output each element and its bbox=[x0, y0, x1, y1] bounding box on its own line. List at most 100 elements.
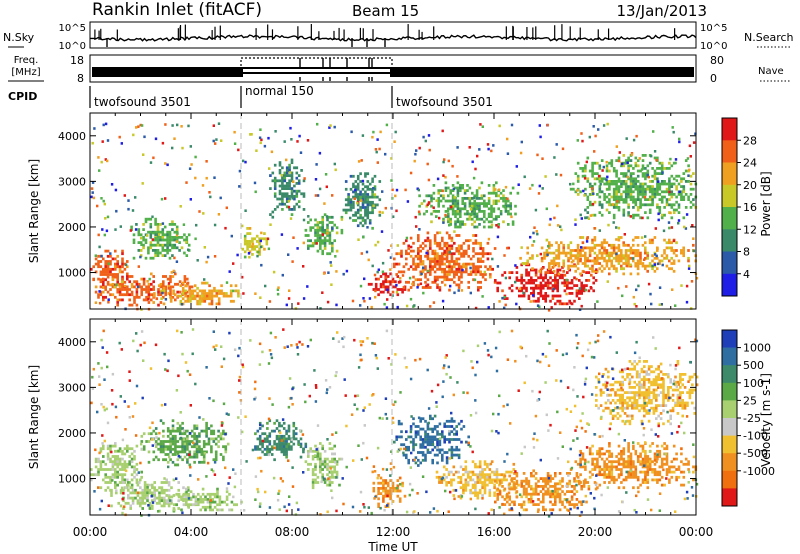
power-cell bbox=[316, 228, 320, 232]
power-cell bbox=[278, 179, 282, 183]
velocity-cell bbox=[164, 445, 168, 449]
velocity-cell bbox=[311, 455, 315, 458]
power-cell bbox=[555, 173, 558, 176]
velocity-cell bbox=[372, 489, 376, 493]
power-cell bbox=[627, 187, 630, 191]
power-cell bbox=[639, 203, 642, 207]
power-cell bbox=[474, 167, 477, 171]
velocity-cell bbox=[307, 452, 310, 456]
power-cell bbox=[429, 247, 432, 250]
power-cell bbox=[448, 244, 451, 248]
power-cell bbox=[419, 260, 422, 263]
power-cell bbox=[379, 290, 383, 294]
velocity-cell bbox=[561, 479, 564, 483]
power-cell bbox=[251, 242, 255, 246]
velocity-cell bbox=[178, 445, 182, 449]
power-cell bbox=[370, 305, 373, 309]
velocity-cell bbox=[131, 491, 135, 495]
velocity-cell bbox=[99, 465, 103, 469]
power-cell bbox=[502, 194, 505, 198]
power-cell bbox=[504, 210, 508, 213]
power-cell bbox=[684, 227, 688, 230]
power-cell bbox=[162, 289, 166, 293]
power-cell bbox=[576, 262, 580, 265]
power-cell bbox=[689, 155, 692, 158]
velocity-cell bbox=[178, 455, 182, 459]
power-cell bbox=[675, 249, 678, 252]
power-cell bbox=[253, 247, 257, 251]
power-cell bbox=[534, 271, 538, 274]
power-cell bbox=[441, 280, 444, 284]
power-cell bbox=[352, 174, 355, 178]
power-cell bbox=[373, 187, 377, 191]
power-cell bbox=[94, 285, 98, 289]
velocity-cell bbox=[266, 445, 269, 449]
power-cell bbox=[596, 193, 599, 196]
power-cell bbox=[629, 251, 633, 255]
power-cell bbox=[164, 285, 167, 289]
velocity-cell bbox=[510, 470, 513, 474]
velocity-cell bbox=[139, 491, 142, 495]
velocity-cell bbox=[185, 500, 188, 504]
station-title: Rankin Inlet (fitACF) bbox=[92, 0, 262, 20]
power-cell bbox=[448, 273, 451, 276]
power-cell bbox=[164, 290, 167, 294]
power-cell bbox=[283, 192, 287, 196]
power-cell bbox=[576, 267, 580, 271]
power-cell bbox=[612, 190, 616, 194]
velocity-cell bbox=[476, 478, 480, 482]
power-cell bbox=[436, 254, 439, 258]
power-cell bbox=[585, 284, 588, 287]
power-cell bbox=[587, 289, 591, 293]
power-cell bbox=[130, 290, 134, 294]
power-cell bbox=[644, 241, 647, 245]
power-cell bbox=[433, 262, 437, 266]
power-cell bbox=[290, 192, 294, 196]
power-cell bbox=[665, 182, 669, 186]
power-cell bbox=[444, 253, 447, 257]
velocity-cell bbox=[407, 458, 410, 462]
power-cell bbox=[168, 256, 172, 260]
velocity-cell bbox=[169, 429, 172, 433]
velocity-cell bbox=[466, 475, 470, 479]
power-cell bbox=[606, 122, 609, 126]
power-cell bbox=[366, 216, 370, 220]
power-cell bbox=[164, 197, 167, 200]
power-cell bbox=[396, 293, 400, 297]
power-cell bbox=[481, 295, 484, 298]
power-cell bbox=[687, 164, 690, 168]
power-cell bbox=[288, 179, 291, 183]
power-cell bbox=[426, 162, 429, 166]
power-cell bbox=[602, 165, 605, 169]
velocity-cell bbox=[117, 501, 120, 505]
power-cell bbox=[354, 180, 358, 183]
power-cell bbox=[453, 265, 456, 269]
power-cell bbox=[386, 288, 389, 292]
power-cell bbox=[598, 200, 602, 204]
power-cell bbox=[438, 254, 442, 258]
velocity-cell bbox=[433, 453, 437, 457]
power-cell bbox=[603, 259, 606, 263]
power-cell bbox=[114, 295, 117, 299]
power-cell bbox=[660, 190, 664, 194]
power-cell bbox=[334, 255, 337, 258]
power-cell bbox=[237, 289, 240, 293]
power-cell bbox=[656, 206, 659, 209]
velocity-cell bbox=[551, 477, 555, 480]
power-cell bbox=[276, 292, 280, 296]
velocity-cell bbox=[140, 470, 143, 474]
power-cell bbox=[532, 279, 535, 282]
velocity-cell bbox=[219, 437, 223, 441]
power-cell bbox=[544, 175, 547, 178]
power-cell bbox=[644, 177, 647, 181]
power-cell bbox=[617, 195, 621, 199]
power-cell bbox=[620, 195, 623, 199]
power-cell bbox=[328, 234, 332, 237]
power-cell bbox=[419, 262, 422, 266]
velocity-cell bbox=[139, 486, 142, 490]
velocity-cell bbox=[186, 434, 189, 438]
power-cell bbox=[471, 202, 474, 205]
power-cell bbox=[674, 161, 677, 165]
cpid-row: CPID twofsound 3501 normal 150 twofsound… bbox=[8, 84, 493, 109]
power-cell bbox=[507, 246, 510, 250]
